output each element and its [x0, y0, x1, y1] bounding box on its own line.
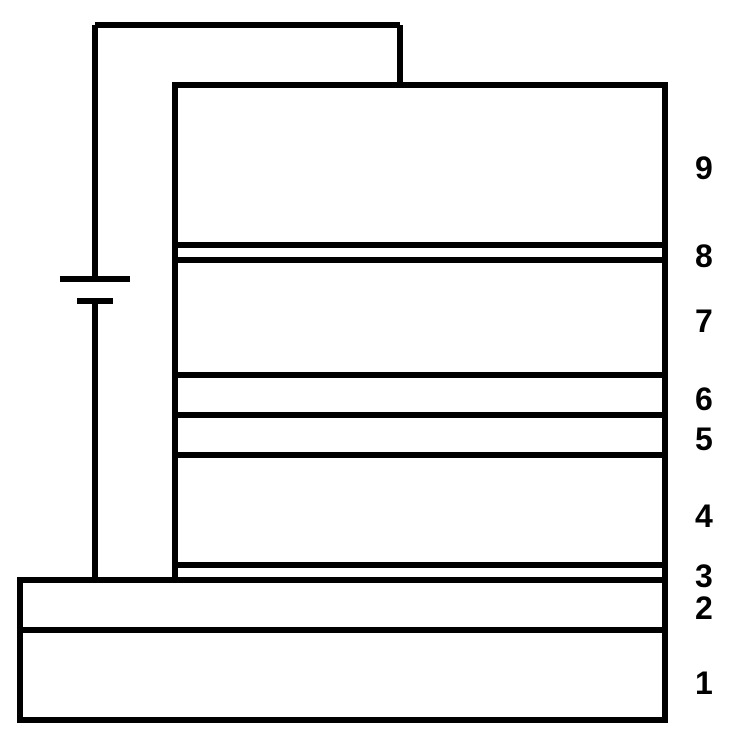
layer-label-1: 1: [695, 665, 713, 702]
layer-9: [175, 85, 665, 245]
layer-5: [175, 415, 665, 455]
layer-label-9: 9: [695, 150, 713, 187]
layer-4: [175, 455, 665, 565]
layer-label-2: 2: [695, 590, 713, 627]
layer-label-6: 6: [695, 381, 713, 418]
layer-label-5: 5: [695, 421, 713, 458]
layer-7: [175, 260, 665, 375]
layer-label-3: 3: [695, 558, 713, 595]
layer-label-4: 4: [695, 498, 713, 535]
diagram-container: 1 23 4 56 7 8 9: [0, 0, 751, 736]
device-schematic: [0, 0, 751, 736]
layer-6: [175, 375, 665, 415]
layer-label-7: 7: [695, 303, 713, 340]
layer-2: [20, 580, 665, 630]
layer-1: [20, 630, 665, 720]
layer-label-8: 8: [695, 238, 713, 275]
